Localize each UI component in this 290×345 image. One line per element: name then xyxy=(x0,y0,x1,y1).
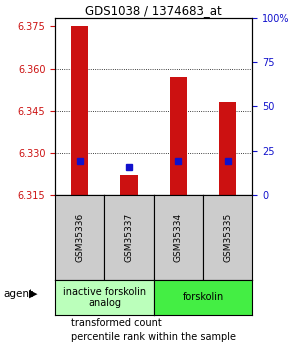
Bar xyxy=(120,175,138,195)
Text: percentile rank within the sample: percentile rank within the sample xyxy=(71,332,236,342)
Text: ▶: ▶ xyxy=(29,289,38,299)
Bar xyxy=(170,77,187,195)
Text: transformed count: transformed count xyxy=(71,318,162,328)
Text: GSM35337: GSM35337 xyxy=(124,213,134,262)
Text: GSM35336: GSM35336 xyxy=(75,213,84,262)
Bar xyxy=(71,27,88,195)
Text: forskolin: forskolin xyxy=(182,293,224,303)
Text: GSM35335: GSM35335 xyxy=(223,213,232,262)
Text: GSM35334: GSM35334 xyxy=(174,213,183,262)
Title: GDS1038 / 1374683_at: GDS1038 / 1374683_at xyxy=(85,4,222,17)
Text: agent: agent xyxy=(3,289,33,299)
Bar xyxy=(219,102,236,195)
Text: inactive forskolin
analog: inactive forskolin analog xyxy=(63,287,146,308)
